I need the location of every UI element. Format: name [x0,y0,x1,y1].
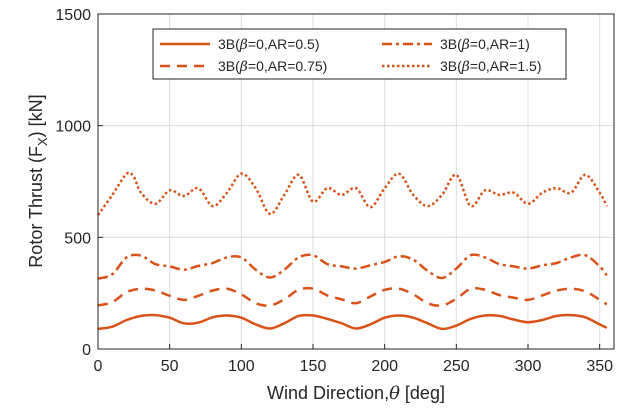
series-line-4 [96,171,608,216]
y-tick-label: 500 [64,230,91,247]
y-axis-label-subscript: X [35,137,50,146]
x-tick-label: 50 [161,358,179,375]
x-axis-label-text: Wind Direction, [267,383,389,403]
y-axis-label-unit: ) [kN] [26,94,46,137]
legend-label-symbol: β [239,59,248,75]
series-lines [96,171,608,331]
legend-label-prefix: 3B( [218,36,240,52]
y-tick-label: 0 [82,342,91,359]
legend-label-symbol: β [461,59,470,75]
legend-label-suffix: =0,AR=1) [470,36,530,52]
y-tick-label: 1500 [55,7,91,24]
x-tick-label: 200 [371,358,398,375]
legend-label-prefix: 3B( [218,58,240,74]
legend-label-symbol: β [239,37,248,53]
series-line-1 [97,313,608,331]
plot-frame [97,13,615,350]
legend-label-suffix: =0,AR=1.5) [470,58,542,74]
series-line-3 [97,253,608,280]
legend-label-3: 3B(β=0,AR=1) [440,36,530,53]
legend-items: 3B(β=0,AR=0.5) 3B(β=0,AR=1)3B(β=0,AR=0.75… [160,36,542,75]
legend-box [152,28,567,80]
legend-label-4: 3B(β=0,AR=1.5) [440,58,542,75]
y-axis-label: Rotor Thrust (FX) [kN] [26,94,50,267]
x-tick-label: 250 [443,358,470,375]
legend-label-symbol: β [461,37,470,53]
legend-label-suffix: =0,AR=0.75) [248,58,327,74]
x-tick-label: 100 [228,358,255,375]
legend-label-2: 3B(β=0,AR=0.75) [218,58,327,75]
legend-label-prefix: 3B( [440,36,462,52]
legend-label-1: 3B(β=0,AR=0.5) [218,36,320,53]
y-tick-label: 1000 [55,119,91,136]
legend-label-prefix: 3B( [440,58,462,74]
x-axis-label: Wind Direction,θ [deg] [267,383,445,404]
axis-ticks: 0 50 100 150 200 250 300 350 0 500 1000 1500 [55,7,613,375]
x-axis-label-symbol: θ [389,383,400,404]
x-axis-label-unit: [deg] [400,383,445,403]
x-tick-label: 350 [586,358,613,375]
x-tick-label: 150 [300,358,327,375]
legend: 3B(β=0,AR=0.5) 3B(β=0,AR=1)3B(β=0,AR=0.75… [152,28,567,80]
x-tick-label: 300 [515,358,542,375]
y-axis-label-text: Rotor Thrust (F [26,146,46,268]
legend-label-suffix: =0,AR=0.5) [248,36,320,52]
series-line-2 [97,286,608,307]
x-tick-label: 0 [94,358,103,375]
